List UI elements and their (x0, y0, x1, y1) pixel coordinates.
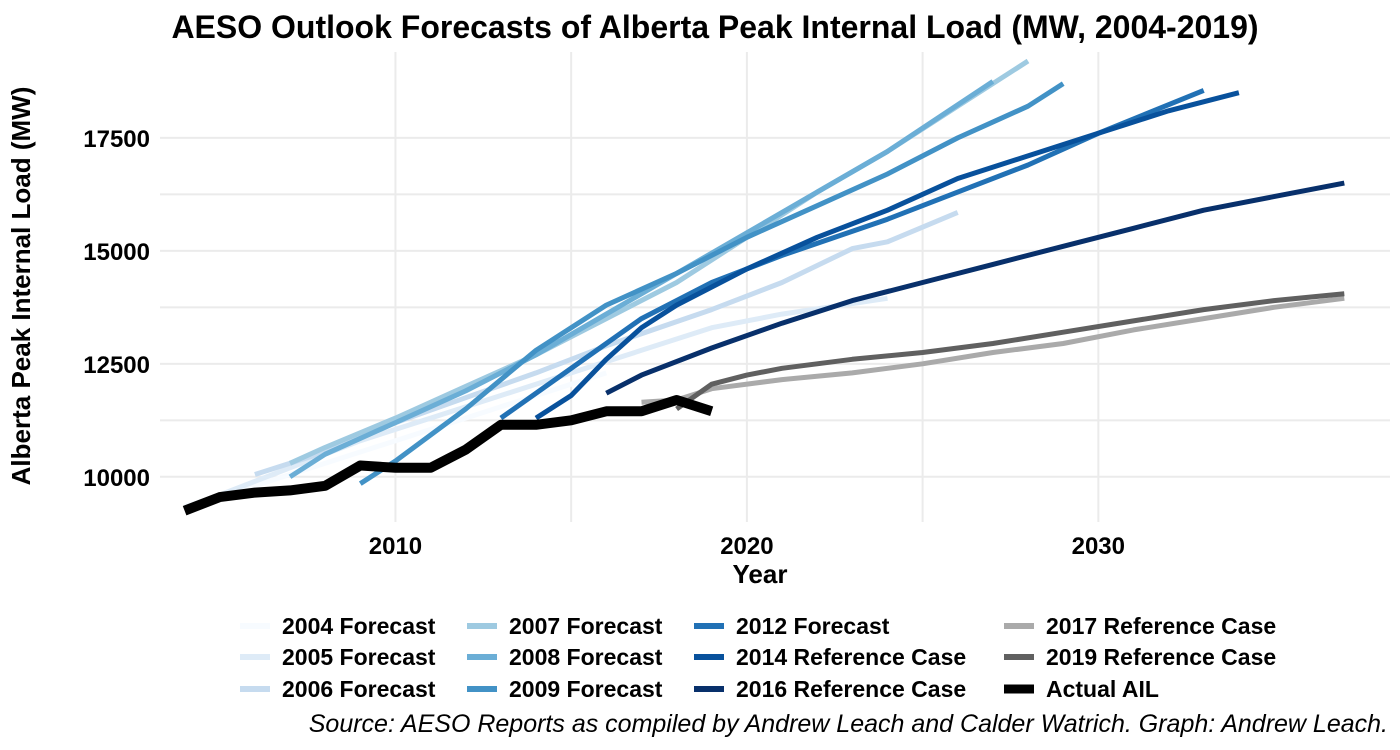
series-line-2012-forecast (499, 88, 1205, 421)
x-tick-label: 2030 (1072, 533, 1125, 560)
legend-label-2009-forecast: 2009 Forecast (509, 676, 663, 702)
series-line-2016-reference-case (605, 180, 1345, 396)
series-line-2009-forecast (358, 81, 1065, 486)
series-line-actual-ail (182, 395, 714, 516)
legend-label-2019-reference-case: 2019 Reference Case (1046, 644, 1276, 670)
y-axis-title: Alberta Peak Internal Load (MW) (6, 87, 36, 486)
legend: 2004 Forecast 2005 Forecast 2006 Forecast 2… (240, 613, 1276, 702)
legend-label-2017-reference-case: 2017 Reference Case (1046, 613, 1276, 639)
legend-label-2005-forecast: 2005 Forecast (282, 644, 436, 670)
chart-title: AESO Outlook Forecasts of Alberta Peak I… (171, 9, 1258, 45)
x-tick-label: 2010 (369, 533, 422, 560)
source-caption: Source: AESO Reports as compiled by Andr… (309, 710, 1388, 738)
legend-label-2007-forecast: 2007 Forecast (509, 613, 663, 639)
series-line-2008-forecast (288, 79, 995, 479)
plot-area (182, 58, 1345, 516)
legend-label-2004-forecast: 2004 Forecast (282, 613, 436, 639)
x-axis: 2010 2020 2030 (369, 533, 1125, 560)
x-axis-title: Year (733, 559, 788, 589)
legend-label-2008-forecast: 2008 Forecast (509, 644, 663, 670)
series-line-2014-reference-case (534, 90, 1240, 421)
x-tick-label: 2020 (720, 533, 773, 560)
series-line-2019-reference-case (675, 291, 1345, 412)
legend-label-actual-ail: Actual AIL (1046, 676, 1159, 702)
legend-label-2012-forecast: 2012 Forecast (736, 613, 890, 639)
grid (160, 52, 1390, 522)
y-tick-label: 15000 (83, 239, 150, 266)
y-tick-label: 12500 (83, 352, 150, 379)
legend-label-2014-reference-case: 2014 Reference Case (736, 644, 966, 670)
legend-label-2016-reference-case: 2016 Reference Case (736, 676, 966, 702)
legend-label-2006-forecast: 2006 Forecast (282, 676, 436, 702)
y-axis: 10000 12500 15000 17500 (83, 126, 150, 492)
y-tick-label: 10000 (83, 465, 150, 492)
y-tick-label: 17500 (83, 126, 150, 153)
